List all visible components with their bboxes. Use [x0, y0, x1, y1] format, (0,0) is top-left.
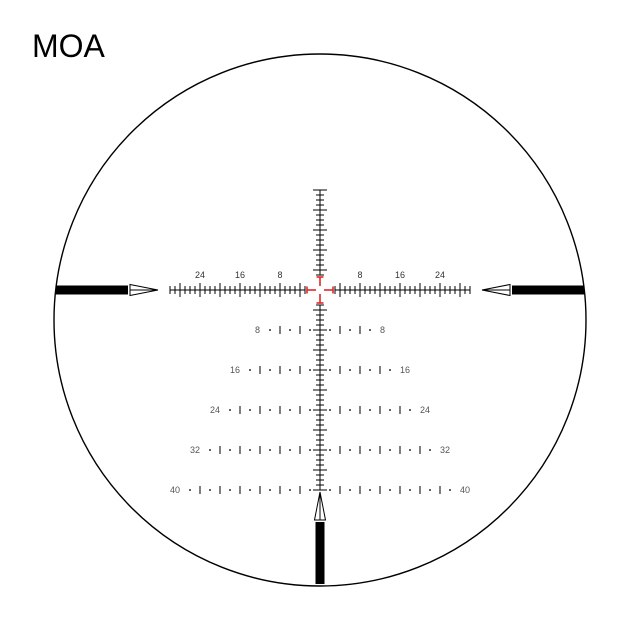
svg-text:40: 40 — [460, 485, 470, 495]
svg-text:16: 16 — [400, 365, 410, 375]
svg-text:24: 24 — [210, 405, 220, 415]
svg-text:8: 8 — [357, 270, 362, 280]
reticle-diagram: 8 8 16 16 24 24 8 8 16 16 24 24 32 32 40 40 — [0, 0, 640, 640]
svg-text:24: 24 — [435, 270, 445, 280]
svg-text:8: 8 — [277, 270, 282, 280]
svg-text:8: 8 — [255, 325, 260, 335]
svg-text:32: 32 — [440, 445, 450, 455]
svg-text:40: 40 — [170, 485, 180, 495]
svg-text:24: 24 — [195, 270, 205, 280]
svg-text:24: 24 — [420, 405, 430, 415]
svg-text:16: 16 — [230, 365, 240, 375]
svg-text:8: 8 — [380, 325, 385, 335]
svg-text:32: 32 — [190, 445, 200, 455]
svg-text:16: 16 — [235, 270, 245, 280]
svg-text:16: 16 — [395, 270, 405, 280]
